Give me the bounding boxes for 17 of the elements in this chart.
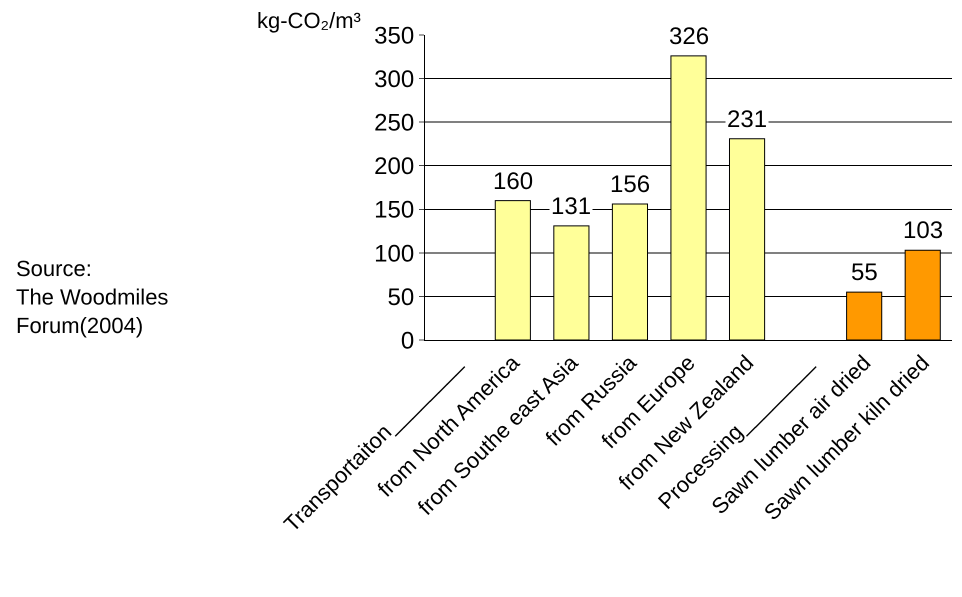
y-axis-title: kg-CO₂/m³ [257, 8, 361, 33]
source-note: Source: The Woodmiles Forum(2004) [16, 256, 168, 338]
y-tick-label: 200 [374, 153, 414, 180]
data-label: 103 [903, 217, 944, 244]
y-tick-label: 250 [374, 110, 414, 137]
y-tick-label: 150 [374, 196, 414, 224]
y-tick-label: 100 [374, 240, 414, 268]
data-label: 231 [727, 106, 768, 133]
data-label: 326 [669, 23, 710, 50]
data-label: 156 [610, 171, 650, 198]
y-tick-label: 0 [400, 327, 414, 354]
y-tick-label: 50 [387, 284, 414, 311]
y-tick-label: 300 [374, 66, 414, 93]
data-label: 55 [851, 259, 878, 286]
y-tick-label: 350 [374, 22, 414, 50]
data-label: 160 [493, 168, 534, 195]
data-label: 131 [551, 193, 592, 220]
